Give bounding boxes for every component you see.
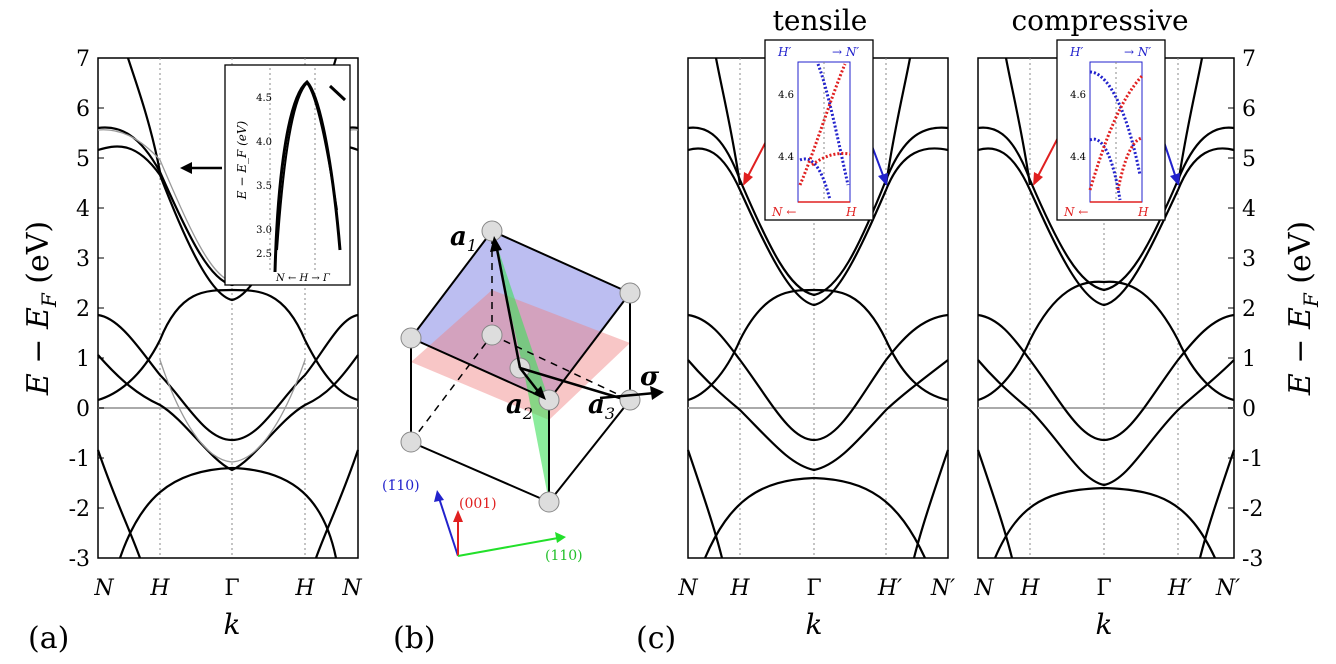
x-tick: H — [729, 576, 750, 601]
cube-hidden-edges — [410, 231, 631, 443]
y-tick: 3 — [1242, 247, 1256, 272]
inset-y-tick: 4.0 — [256, 137, 272, 148]
a2-arrowhead — [533, 386, 546, 400]
x-tick: N — [341, 576, 362, 601]
y-tick: 7 — [1242, 47, 1256, 72]
y-axis-label-left: E − EF (eV) — [21, 221, 61, 396]
x-axis-label: k — [1096, 608, 1113, 641]
vector-a3-label: a3 — [588, 390, 615, 423]
inset-y-label: E − E_F (eV) — [235, 120, 249, 200]
inset-y-tick: 3.5 — [256, 181, 272, 192]
y-tick: -2 — [1242, 497, 1263, 522]
y-tick: 1 — [1242, 347, 1256, 372]
a1-arrowhead — [490, 236, 502, 252]
tensile-title: tensile — [773, 4, 868, 37]
vector-a1-label: a1 — [450, 222, 477, 255]
y-tick: -3 — [1242, 547, 1263, 572]
inset-y-tick: 3.0 — [256, 225, 272, 236]
compressive-title: compressive — [1011, 4, 1188, 37]
y-tick: 2 — [76, 297, 90, 322]
x-tick: Γ — [806, 576, 821, 601]
x-tick: N — [677, 576, 698, 601]
x-axis-label: k — [224, 608, 241, 641]
inset-top-left: H′ — [777, 45, 791, 59]
y-tick: 2 — [1242, 297, 1256, 322]
lattice-vectors — [494, 243, 656, 400]
y-tick: -1 — [69, 447, 90, 472]
inset-y-tick: 4.6 — [1070, 90, 1086, 101]
y-tick: 7 — [76, 47, 90, 72]
vector-a2-label: a2 — [506, 390, 533, 423]
y-tick: -3 — [69, 547, 90, 572]
inset-top-left: H′ — [1069, 45, 1083, 59]
inset-y-tick: 4.4 — [1070, 152, 1086, 163]
y-tick: 4 — [1242, 197, 1256, 222]
x-tick: N — [973, 576, 994, 601]
axis-blue-label: (1̄10) — [382, 478, 420, 494]
inset-y-tick: 2.5 — [256, 249, 272, 260]
pointer-arrowhead — [180, 162, 192, 174]
atoms — [400, 220, 641, 513]
x-tick: N′ — [930, 576, 955, 601]
y-tick: 3 — [76, 247, 90, 272]
panel-label-a: (a) — [28, 621, 69, 656]
inset-bottom-right: H — [845, 205, 857, 219]
y-tick: 6 — [1242, 97, 1256, 122]
cube-edges — [410, 230, 631, 503]
panel-c-compressive: H′ → N′ N ← H 4.6 4.4 compressive N H Γ … — [973, 4, 1263, 641]
tensile-inset: H′ → N′ N ← H 4.6 4.4 — [764, 39, 874, 221]
inset-y-tick: 4.4 — [778, 152, 794, 163]
x-tick: H — [294, 576, 315, 601]
sigma-label: σ — [640, 362, 660, 392]
y-tick: 4 — [76, 197, 90, 222]
y-tick: 5 — [1242, 147, 1256, 172]
compressive-inset: H′ → N′ N ← H 4.6 4.4 — [1056, 39, 1166, 221]
y-tick: 0 — [76, 397, 90, 422]
panel-b: a1 a2 a3 σ (1̄10) (001) (110) (b) — [382, 220, 664, 656]
panel-label-b: (b) — [393, 621, 436, 656]
panel-c-tensile: H′ → N′ N ← H 4.6 4.4 tensile N H Γ H′ N… — [636, 4, 955, 656]
sigma-arrowhead — [650, 386, 664, 400]
x-tick: H′ — [877, 576, 902, 601]
inset-top-right: → N′ — [1124, 45, 1151, 59]
y-tick: 6 — [76, 97, 90, 122]
y-tick: 1 — [76, 347, 90, 372]
x-tick: N′ — [1215, 576, 1240, 601]
inset-y-tick: 4.5 — [256, 93, 272, 104]
x-tick: Γ — [224, 576, 239, 601]
y-tick: 5 — [76, 147, 90, 172]
x-tick: H — [1019, 576, 1040, 601]
x-tick: Γ — [1096, 576, 1111, 601]
x-axis-label: k — [806, 608, 823, 641]
inset-top-right: → N′ — [832, 45, 859, 59]
inset-bottom-left: N ← — [771, 205, 796, 219]
panel-a-inset: 4.5 4.0 3.5 3.0 2.5 E − E_F (eV) N ← H →… — [224, 64, 351, 286]
y-axis-label-right: E − EF (eV) — [1283, 221, 1323, 396]
y-tick: 0 — [1242, 397, 1256, 422]
inset-y-tick: 4.6 — [778, 90, 794, 101]
panel-a: 7 6 5 4 3 2 1 0 -1 -2 -3 N H Γ H N k — [28, 47, 362, 656]
y-tick: -2 — [69, 497, 90, 522]
panel-label-c: (c) — [636, 621, 676, 656]
inset-bottom-left: N ← — [1063, 205, 1088, 219]
axis-green-label: (110) — [545, 548, 583, 564]
inset-bottom-right: H — [1137, 205, 1149, 219]
inset-x-label: N ← H → Γ — [275, 273, 331, 284]
y-tick: -1 — [1242, 447, 1263, 472]
x-tick: H′ — [1167, 576, 1192, 601]
axis-triad: (1̄10) (001) (110) — [382, 478, 583, 564]
green-plane — [492, 231, 549, 502]
axis-red-label: (001) — [459, 496, 497, 512]
x-tick: N — [93, 576, 114, 601]
x-tick: H — [149, 576, 170, 601]
